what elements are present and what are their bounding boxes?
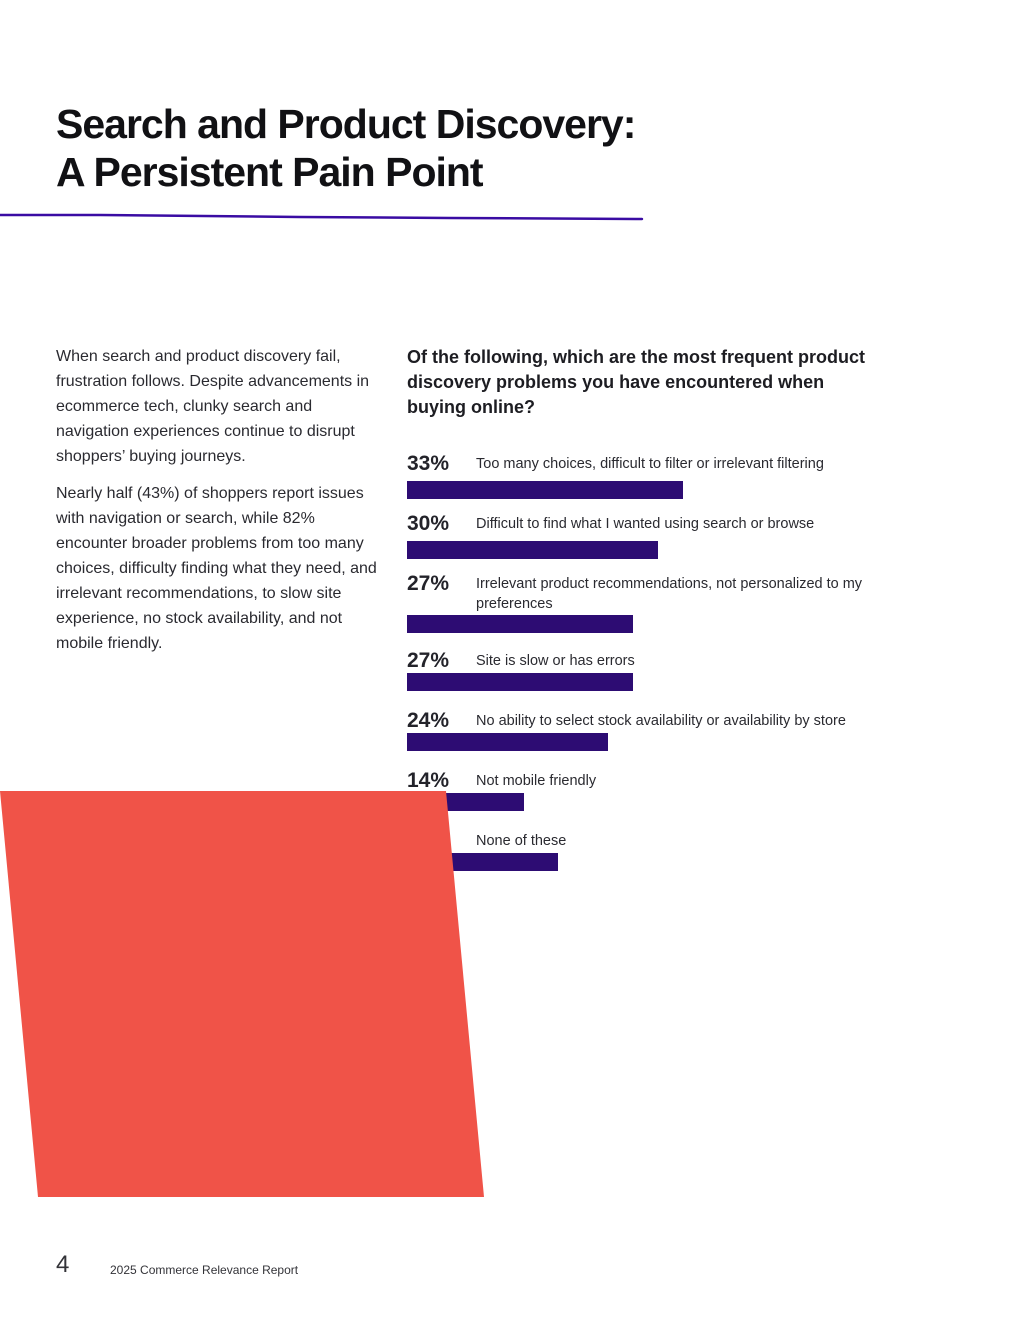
bar-value-label: 33% [407,452,450,475]
bar-category-label: None of these [476,833,567,849]
report-name: 2025 Commerce Relevance Report [110,1263,299,1277]
bar-chart: 33% Too many choices, difficult to filter… [407,450,887,890]
chart-row: 27% Irrelevant product recommendations, n… [407,570,887,633]
bar-value-label: 27% [407,572,450,595]
page-title-line-1: Search and Product Discovery: [56,101,636,147]
page-title: Search and Product Discovery: A Persiste… [56,100,636,196]
chart-title: Of the following, which are the most fre… [407,347,866,417]
bar-value-label: 24% [407,709,450,732]
bar-category-label: Difficult to find what I wanted using se… [476,516,815,532]
page-title-line-2: A Persistent Pain Point [56,149,484,195]
bar-value-label: 27% [407,649,450,672]
chart-row: 30% Difficult to find what I wanted using… [407,510,887,559]
bar [407,673,633,691]
bar [407,733,608,751]
intro-paragraph-1: When search and product discovery fail, … [56,348,370,465]
page-number: 4 [56,1251,70,1278]
bar [407,615,633,633]
chart-row: 27% Site is slow or has errors [407,647,887,691]
intro-text: When search and product discovery fail, … [56,344,381,668]
bar-category-label: Not mobile friendly [476,773,597,789]
chart-row: 33% Too many choices, difficult to filter… [407,450,887,499]
bar-category-label: Too many choices, difficult to filter or… [476,456,824,472]
chart-row: 24% No ability to select stock availabili… [407,707,887,751]
title-divider-line [0,213,644,221]
bar-category-label: Irrelevant product recommendations, not … [476,576,863,612]
bar-category-label: No ability to select stock availability … [476,713,846,729]
bar [407,481,683,499]
bar [407,541,658,559]
decorative-red-shape [0,791,484,1197]
bar-value-label: 14% [407,769,450,792]
bar-category-label: Site is slow or has errors [476,653,635,669]
bar-value-label: 30% [407,512,450,535]
intro-paragraph-2: Nearly half (43%) of shoppers report iss… [56,485,377,652]
